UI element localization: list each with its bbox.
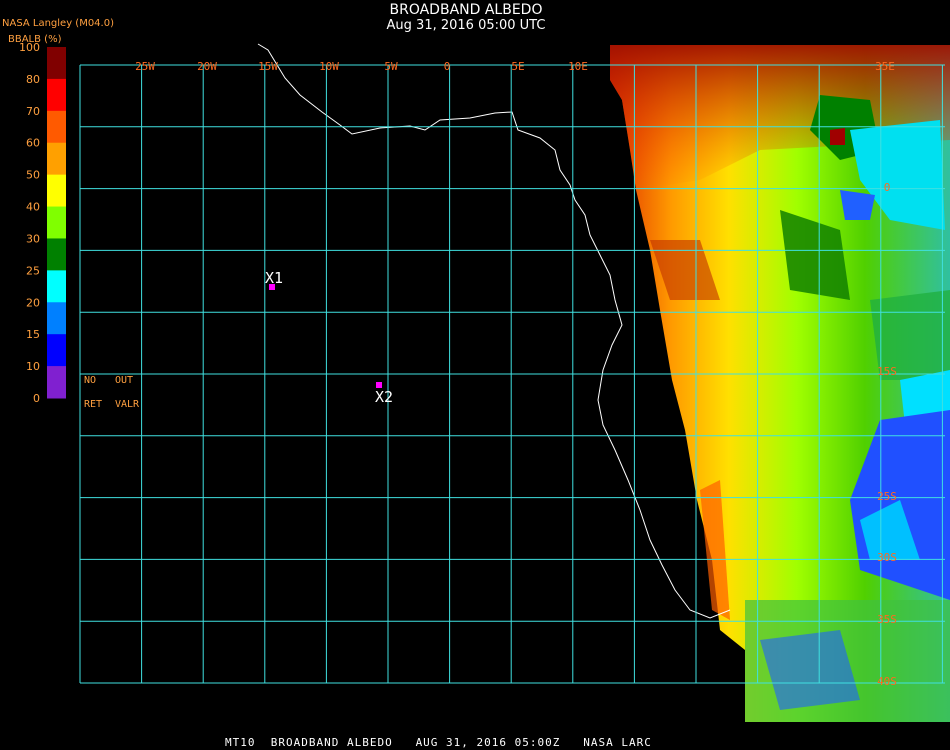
legend-note: OUT [115, 375, 133, 386]
longitude-label: 25W [135, 60, 155, 73]
colorbar-tick-label: 100 [19, 41, 40, 54]
colorbar-tick-label: 30 [26, 232, 40, 245]
colorbar-tick-label: 25 [26, 264, 40, 277]
coastline [257, 43, 731, 619]
colorbar-tick-label: 0 [33, 392, 40, 405]
colorbar-segment [47, 270, 66, 303]
colorbar-tick-label: 20 [26, 296, 40, 309]
latitude-label: 15S [877, 365, 897, 378]
colorbar-tick-label: 15 [26, 328, 40, 341]
longitude-label: 0 [444, 60, 451, 73]
colorbar-tick-label: 80 [26, 73, 40, 86]
latitude-label: 0 [884, 181, 891, 194]
colorbar-segment [47, 142, 66, 176]
longitude-label: 20W [197, 60, 217, 73]
colorbar-segment [47, 302, 66, 335]
graticule [79, 64, 945, 684]
longitude-label: 10W [319, 60, 339, 73]
marker [269, 284, 275, 290]
colorbar-segment [47, 174, 66, 208]
marker [376, 382, 382, 388]
title: BROADBAND ALBEDO [390, 2, 543, 18]
colorbar-segment [47, 334, 66, 367]
legend-note: VALR [115, 399, 140, 410]
latitude-label: 40S [877, 675, 897, 688]
longitude-label: 5E [511, 60, 524, 73]
unit-label: BBALB (%) [8, 34, 62, 45]
longitude-label: 15W [258, 60, 278, 73]
longitude-label: 5W [384, 60, 398, 73]
colorbar-tick-label: 70 [26, 105, 40, 118]
legend-note: RET [84, 399, 102, 410]
colorbar-tick-label: 40 [26, 201, 40, 214]
imagery [610, 45, 950, 722]
colorbar-segment [47, 238, 66, 271]
coordinate-labels: 25W 20W 15W 10W 5W 0 5E 10E 35E 0 15S 25S 30S 35S 40S [135, 60, 897, 688]
colorbar-segment [47, 47, 66, 80]
subtitle: Aug 31, 2016 05:00 UTC [387, 18, 546, 33]
colorbar-tick-label: 60 [26, 137, 40, 150]
source-label: NASA Langley (M04.0) [2, 18, 114, 29]
legend-note: NO [84, 375, 96, 386]
colorbar-segment [47, 366, 66, 399]
colorbar-tick-label: 50 [26, 169, 40, 182]
latitude-label: 25S [877, 490, 897, 503]
longitude-label: 35E [875, 60, 895, 73]
colorbar-segment [47, 78, 66, 112]
colorbar-tick-label: 10 [26, 360, 40, 373]
marker-label: X2 [375, 388, 393, 406]
latitude-label: 35S [877, 613, 897, 626]
marker-label: X1 [265, 269, 283, 287]
longitude-label: 10E [568, 60, 588, 73]
colorbar-segment [47, 206, 66, 239]
latitude-label: 30S [877, 551, 897, 564]
colorbar-segment [47, 110, 66, 144]
footer: MT10 BROADBAND ALBEDO AUG 31, 2016 05:00… [225, 736, 652, 749]
